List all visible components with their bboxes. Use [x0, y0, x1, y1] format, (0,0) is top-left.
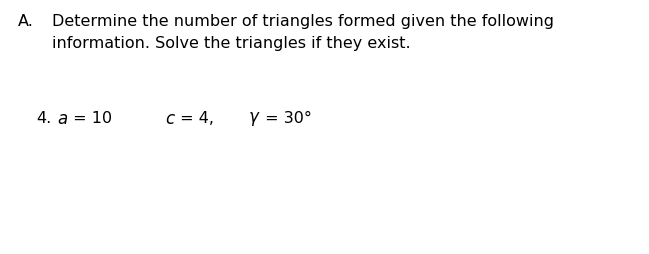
Text: 4.: 4. — [36, 110, 51, 125]
Text: = 30°: = 30° — [260, 110, 312, 125]
Text: Determine the number of triangles formed given the following: Determine the number of triangles formed… — [52, 14, 554, 29]
Text: = 10: = 10 — [68, 110, 112, 125]
Text: information. Solve the triangles if they exist.: information. Solve the triangles if they… — [52, 36, 411, 51]
Text: A.: A. — [18, 14, 34, 29]
Text: $a$: $a$ — [57, 109, 68, 128]
Text: = 4,: = 4, — [175, 110, 214, 125]
Text: $\gamma$: $\gamma$ — [248, 109, 260, 128]
Text: $c$: $c$ — [165, 109, 176, 128]
